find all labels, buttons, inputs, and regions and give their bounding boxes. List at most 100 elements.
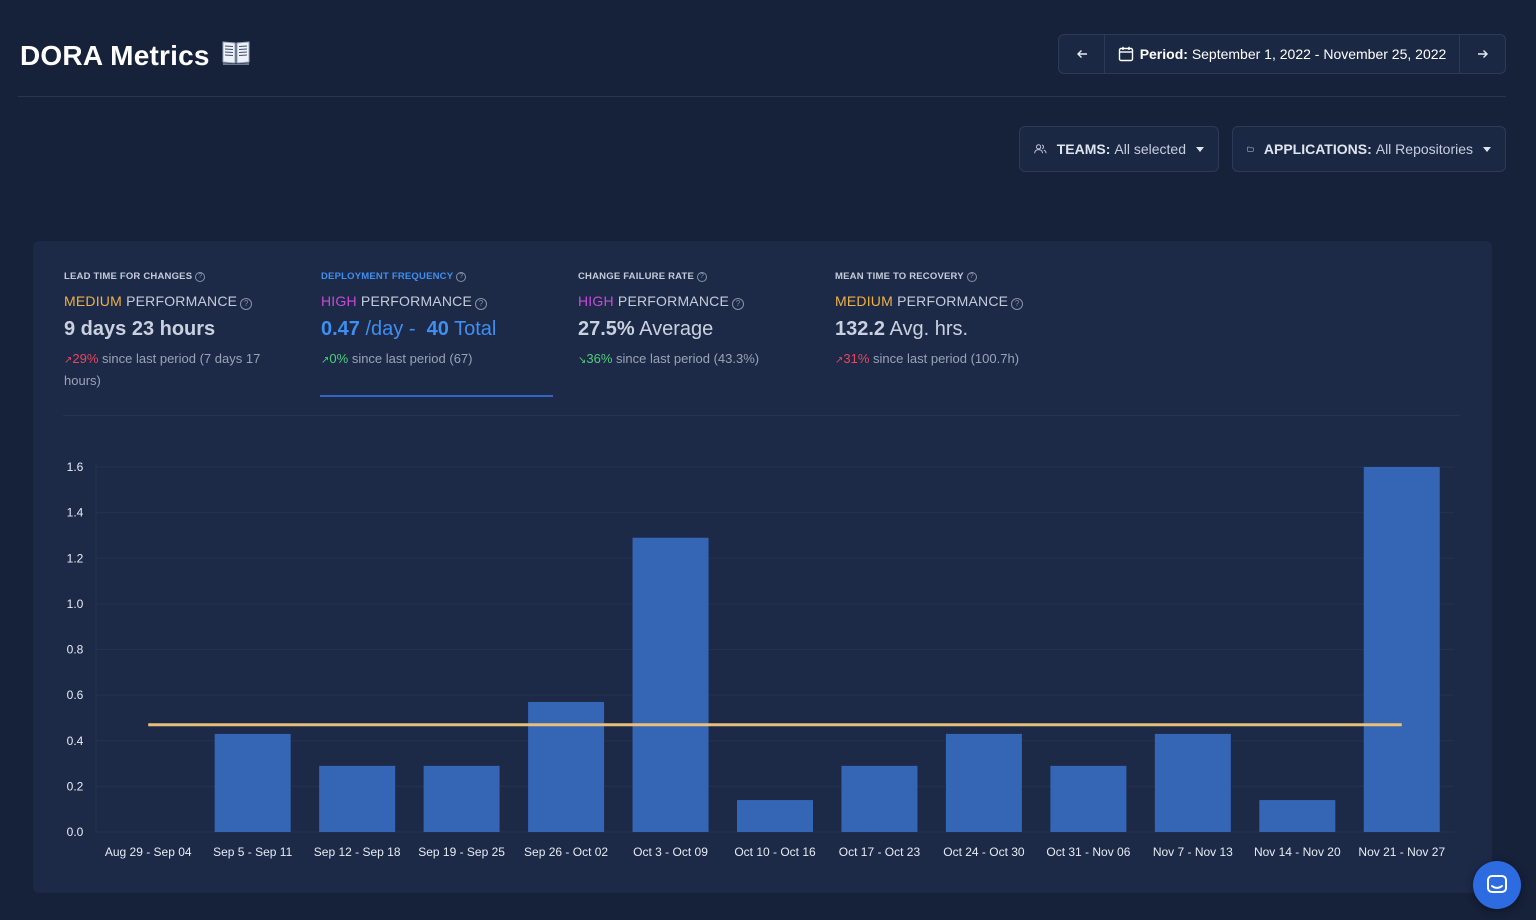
page-title-text: DORA Metrics: [20, 40, 210, 71]
metrics-card: LEAD TIME FOR CHANGES? MEDIUM PERFORMANC…: [33, 241, 1492, 893]
chart-bar: [632, 537, 709, 832]
chevron-down-icon: [1483, 146, 1491, 152]
metric-value: 0.47 /day - 40 Total: [321, 318, 497, 340]
folder-icon: [1247, 146, 1254, 152]
y-tick-label: 0.4: [67, 734, 84, 748]
chart-bar: [214, 733, 291, 832]
page-title: DORA Metrics: [20, 36, 252, 75]
performance-level: MEDIUM PERFORMANCE?: [835, 293, 1095, 310]
x-tick-label: Sep 26 - Oct 02: [524, 845, 608, 859]
period-label: Period:: [1139, 46, 1188, 62]
teams-filter-value: All selected: [1114, 141, 1186, 157]
trend-up-icon: ↗: [321, 355, 330, 366]
period-value: September 1, 2022 - November 25, 2022: [1191, 46, 1447, 62]
chat-button[interactable]: [1473, 861, 1521, 909]
x-tick-label: Oct 31 - Nov 06: [1046, 845, 1130, 859]
x-tick-label: Sep 19 - Sep 25: [418, 845, 505, 859]
x-tick-label: Sep 12 - Sep 18: [314, 845, 401, 859]
x-tick-label: Oct 3 - Oct 09: [633, 845, 708, 859]
chart-bar: [945, 733, 1022, 832]
page-header: DORA Metrics Period: September 1, 2022 -…: [18, 0, 1506, 97]
trend-up-icon: ↗: [835, 355, 844, 366]
period-display[interactable]: Period: September 1, 2022 - November 25,…: [1105, 46, 1459, 62]
chart-bar: [1259, 800, 1336, 832]
metric-title: DEPLOYMENT FREQUENCY?: [321, 271, 553, 282]
chart-bar: [737, 800, 813, 832]
metric-change: ↘36% since last period (43.3%): [578, 351, 760, 366]
chart-bar: [1154, 733, 1231, 832]
performance-level: HIGH PERFORMANCE?: [578, 293, 810, 310]
y-tick-label: 0.0: [67, 825, 84, 839]
filters-bar: TEAMS: All selected APPLICATIONS: All Re…: [1019, 126, 1506, 172]
y-tick-label: 1.0: [67, 597, 84, 611]
metric-title: LEAD TIME FOR CHANGES?: [64, 271, 296, 282]
selected-metric-underline: [320, 395, 553, 397]
chart-bar: [319, 765, 396, 832]
level-word: HIGH: [321, 293, 357, 309]
chat-icon: [1487, 875, 1507, 893]
y-tick-label: 1.4: [67, 506, 84, 520]
deployment-frequency-chart: 0.0 0.2 0.4 0.6 0.8 1.0 1.2 1.4 1.6 Aug 29 - Sep …: [67, 460, 1454, 859]
x-tick-label: Oct 10 - Oct 16: [734, 845, 816, 859]
help-icon[interactable]: ?: [195, 272, 206, 282]
period-selector: Period: September 1, 2022 - November 25,…: [1058, 34, 1506, 74]
metric-title: MEAN TIME TO RECOVERY?: [835, 271, 1095, 282]
calendar-icon: [1118, 46, 1133, 62]
teams-filter-label: TEAMS:: [1056, 141, 1111, 157]
metric-value: 132.2 Avg. hrs.: [835, 318, 969, 340]
chart-bar: [528, 701, 605, 832]
chart-bar: [841, 765, 918, 832]
help-icon[interactable]: ?: [732, 298, 745, 310]
chart-bar: [1050, 765, 1127, 832]
y-tick-label: 1.2: [67, 551, 84, 565]
users-icon: [1034, 144, 1047, 154]
y-tick-label: 1.6: [67, 460, 84, 474]
trend-down-icon: ↘: [578, 355, 587, 366]
card-divider: [63, 415, 1460, 416]
period-prev-button[interactable]: [1059, 35, 1105, 73]
metric-change-failure-rate[interactable]: CHANGE FAILURE RATE? HIGH PERFORMANCE? 2…: [578, 271, 810, 371]
chart-bar: [423, 765, 500, 832]
metric-deployment-frequency[interactable]: DEPLOYMENT FREQUENCY? HIGH PERFORMANCE? …: [321, 271, 553, 371]
help-icon[interactable]: ?: [456, 272, 467, 282]
performance-level: MEDIUM PERFORMANCE?: [64, 293, 296, 310]
arrow-right-icon: [1477, 50, 1488, 58]
help-icon[interactable]: ?: [966, 272, 977, 282]
applications-filter-label: APPLICATIONS:: [1263, 141, 1372, 157]
x-tick-label: Nov 7 - Nov 13: [1153, 845, 1233, 859]
applications-filter[interactable]: APPLICATIONS: All Repositories: [1232, 126, 1506, 172]
help-icon[interactable]: ?: [475, 298, 488, 310]
x-tick-label: Oct 24 - Oct 30: [943, 845, 1025, 859]
trend-up-icon: ↗: [64, 355, 73, 366]
y-tick-label: 0.8: [67, 643, 84, 657]
x-tick-label: Nov 21 - Nov 27: [1358, 845, 1445, 859]
applications-filter-value: All Repositories: [1375, 141, 1473, 157]
metric-title: CHANGE FAILURE RATE?: [578, 271, 810, 282]
y-tick-label: 0.2: [67, 779, 84, 793]
help-icon[interactable]: ?: [697, 272, 708, 282]
x-tick-label: Sep 5 - Sep 11: [213, 845, 292, 859]
metric-change: ↗29% since last period (7 days 17 hours): [64, 351, 261, 388]
metric-mean-time-to-recovery[interactable]: MEAN TIME TO RECOVERY? MEDIUM PERFORMANC…: [835, 271, 1095, 371]
chart-bar: [1363, 467, 1440, 832]
book-icon: [220, 36, 252, 75]
period-next-button[interactable]: [1459, 35, 1505, 73]
metric-value: 9 days 23 hours: [64, 318, 216, 340]
help-icon[interactable]: ?: [240, 298, 253, 310]
metric-change: ↗0% since last period (67): [321, 351, 473, 366]
x-tick-label: Nov 14 - Nov 20: [1254, 845, 1341, 859]
teams-filter[interactable]: TEAMS: All selected: [1019, 126, 1219, 172]
metric-change: ↗31% since last period (100.7h): [835, 351, 1020, 366]
level-word: HIGH: [578, 293, 614, 309]
x-tick-label: Oct 17 - Oct 23: [839, 845, 921, 859]
metric-lead-time[interactable]: LEAD TIME FOR CHANGES? MEDIUM PERFORMANC…: [64, 271, 296, 391]
performance-level: HIGH PERFORMANCE?: [321, 293, 553, 310]
metric-value: 27.5% Average: [578, 318, 714, 340]
level-word: MEDIUM: [64, 293, 122, 309]
level-word: MEDIUM: [835, 293, 893, 309]
arrow-left-icon: [1076, 50, 1087, 58]
chevron-down-icon: [1196, 146, 1204, 152]
x-tick-label: Aug 29 - Sep 04: [105, 845, 192, 859]
y-tick-label: 0.6: [67, 688, 84, 702]
help-icon[interactable]: ?: [1011, 298, 1024, 310]
